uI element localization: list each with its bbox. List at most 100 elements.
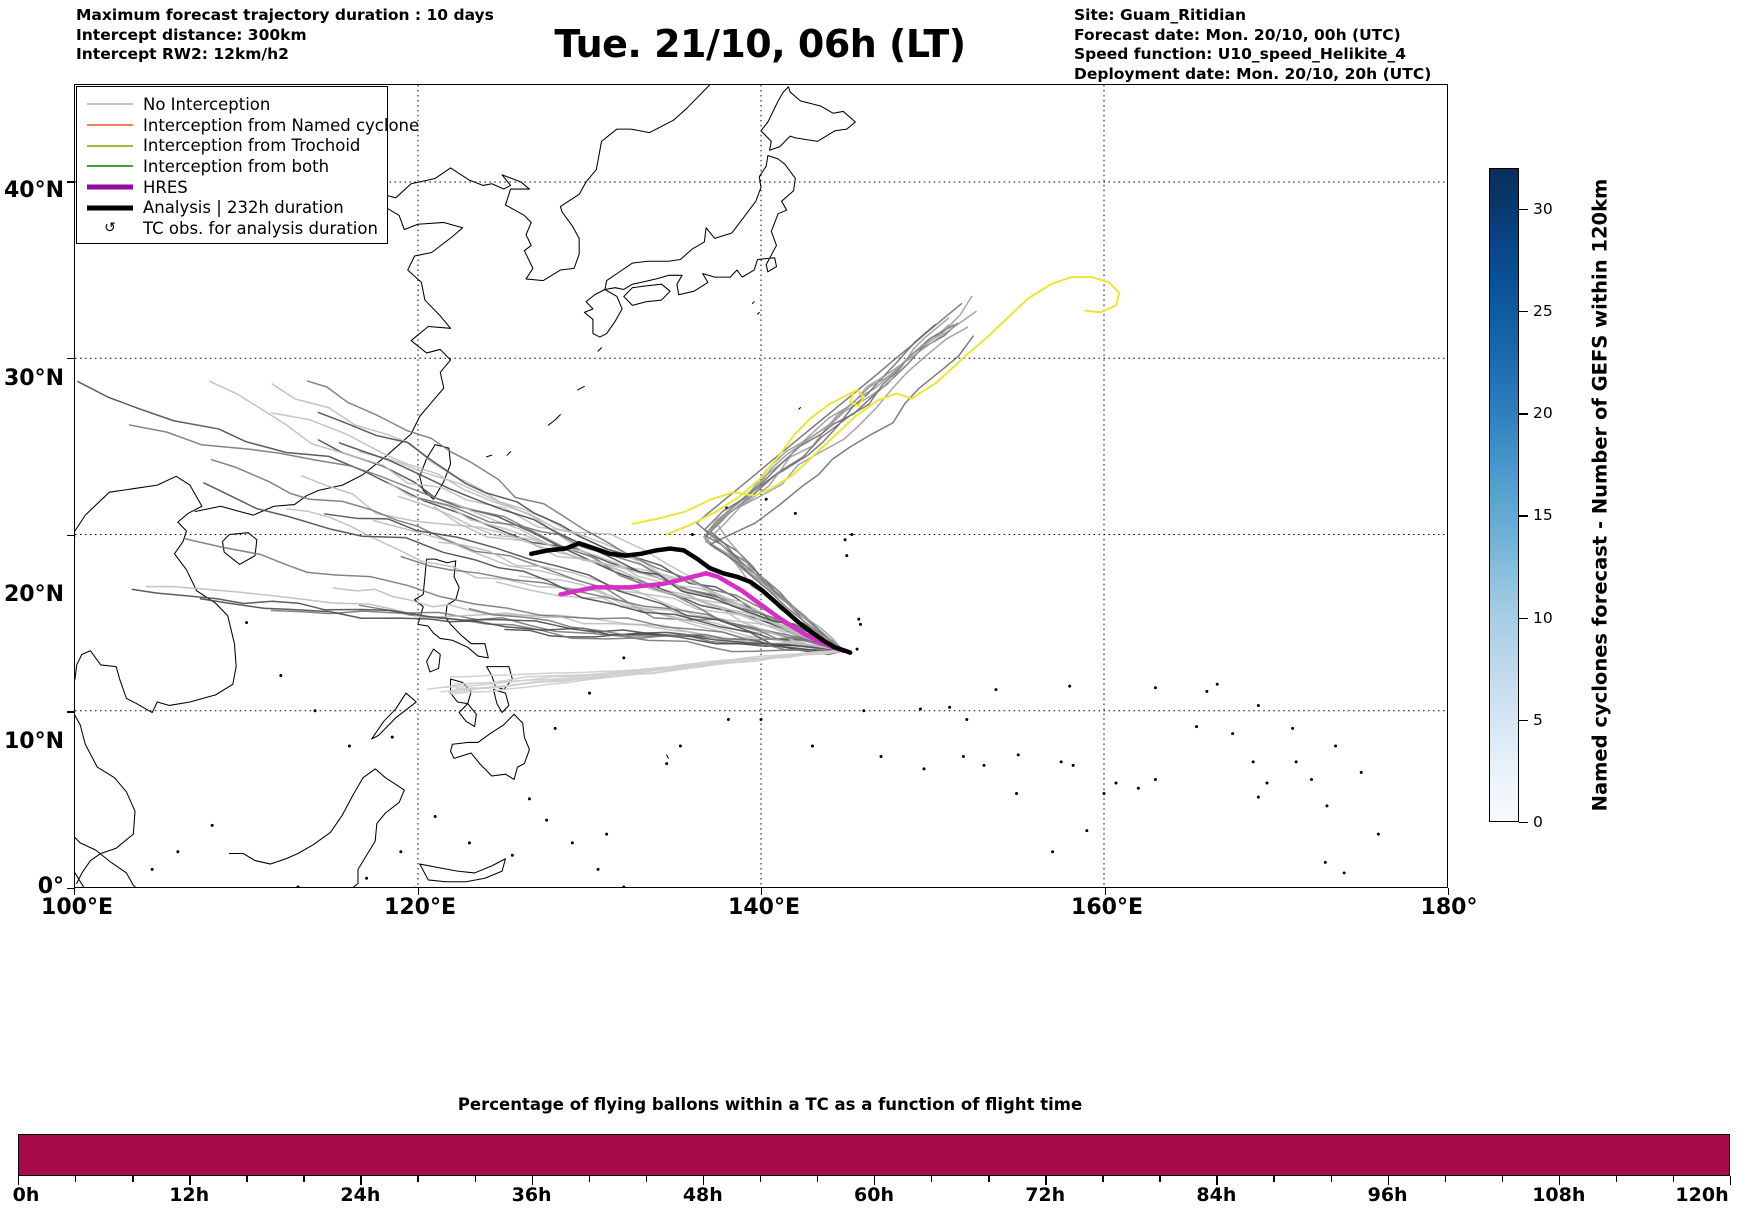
legend-label: HRES [143, 177, 188, 197]
legend-swatch-line-icon [86, 183, 134, 191]
page-title: Tue. 21/10, 06h (LT) [554, 22, 966, 66]
flight-time-tick [132, 1176, 134, 1182]
header-right-line-1: Site: Guam_Ritidian [1074, 6, 1246, 24]
flight-time-tick [417, 1176, 419, 1182]
flight-time-tick [1730, 1176, 1732, 1185]
legend-item-analysis[interactable]: Analysis | 232h duration [77, 197, 387, 218]
flight-time-tick-label: 36h [511, 1184, 552, 1206]
map-xtick-label-120E: 120°E [384, 895, 456, 920]
colorbar-tick [1519, 413, 1528, 415]
colorbar-tick-label: 20 [1533, 404, 1553, 423]
colorbar-label-text: Named cyclones forecast - Number of GEFS… [1588, 178, 1612, 812]
flight-time-tick [1216, 1176, 1218, 1185]
flight-time-tick [474, 1176, 476, 1182]
flight-time-tick [1387, 1176, 1389, 1185]
trajectory-tracks [77, 276, 1121, 695]
flight-time-tick [1558, 1176, 1561, 1185]
flight-time-tick-label: 120h [1675, 1184, 1729, 1206]
colorbar-tick-label: 15 [1533, 506, 1553, 525]
legend-item-named-cyclone[interactable]: Interception from Named cyclone [77, 115, 419, 136]
flight-time-tick [1102, 1176, 1104, 1182]
colorbar-tick-label: 25 [1533, 302, 1553, 321]
colorbar-tick-label: 10 [1533, 608, 1553, 627]
flight-time-tick-label: 60h [854, 1184, 894, 1206]
flight-time-tick-label: 96h [1367, 1184, 1408, 1206]
flight-time-tick-label: 24h [340, 1184, 381, 1206]
map-ytick-label-20: 20°N [3, 582, 64, 607]
legend-item-tc-obs[interactable]: ↺ TC obs. for analysis duration [77, 218, 387, 239]
flight-time-tick [588, 1176, 591, 1182]
colorbar-tick [1519, 515, 1528, 517]
colorbar-tick-label: 30 [1533, 199, 1553, 218]
flight-time-tick-label: 108h [1532, 1184, 1586, 1206]
flight-time-tick [360, 1176, 362, 1185]
flight-time-tick-label: 0h [12, 1184, 40, 1206]
flight-time-tick [1330, 1176, 1332, 1182]
header-left-line-3: Intercept RW2: 12km/h2 [76, 45, 289, 63]
map-ytick-label-10: 10°N [3, 729, 64, 754]
map-ytick-mark [67, 534, 74, 536]
map-ytick-label-40: 40°N [3, 178, 64, 203]
cyclone-marker-icon: ↺ [86, 221, 134, 235]
colorbar-tick [1519, 208, 1528, 211]
flight-time-tick [531, 1176, 533, 1185]
coastlines [75, 85, 1380, 887]
legend-label: No Interception [143, 94, 271, 114]
map-ytick-label-0: 0° [37, 874, 64, 899]
map-xtick-mark [417, 888, 419, 895]
map-canvas [75, 85, 1447, 887]
flight-time-tick [1501, 1176, 1504, 1182]
legend-swatch-line-icon [86, 162, 134, 170]
header-left-info: Maximum forecast trajectory duration : 1… [76, 6, 494, 65]
flight-time-tick-label: 12h [169, 1184, 210, 1206]
header-left-line-1: Maximum forecast trajectory duration : 1… [76, 6, 494, 24]
bottom-bar-title: Percentage of flying ballons within a TC… [457, 1095, 1083, 1114]
flight-time-tick [931, 1176, 933, 1182]
map-legend[interactable]: No Interception Interception from Named … [76, 86, 419, 244]
colorbar[interactable]: 0 5 10 15 20 25 30 [1489, 168, 1553, 831]
map-xtick-mark [1448, 888, 1450, 895]
legend-label: Interception from Trochoid [143, 136, 361, 156]
map-ytick-mark [67, 181, 74, 183]
header-right-line-3: Speed function: U10_speed_Helikite_4 [1074, 45, 1407, 63]
map-xtick-label-180: 180° [1420, 895, 1478, 920]
flight-time-tick [18, 1176, 20, 1185]
flight-time-tick-label: 84h [1196, 1184, 1237, 1206]
header-right-line-4: Deployment date: Mon. 20/10, 20h (UTC) [1074, 64, 1432, 83]
flight-time-tick [759, 1176, 762, 1182]
flight-time-tick [874, 1176, 876, 1185]
map-xtick-mark [1104, 888, 1106, 895]
legend-item-both[interactable]: Interception from both [77, 156, 387, 177]
legend-label: TC obs. for analysis duration [143, 218, 378, 238]
legend-label: Interception from Named cyclone [143, 115, 420, 135]
flight-time-tick [1273, 1176, 1275, 1182]
flight-time-tick [1444, 1176, 1447, 1182]
flight-time-bar-axis[interactable] [18, 1134, 1730, 1176]
colorbar-tick [1519, 822, 1528, 824]
flight-time-tick [702, 1176, 705, 1185]
legend-item-hres[interactable]: HRES [77, 177, 387, 198]
flight-time-tick [816, 1176, 819, 1182]
flight-time-tick [303, 1176, 305, 1182]
header-left-line-2: Intercept distance: 300km [76, 25, 307, 44]
flight-time-tick-label: 72h [1025, 1184, 1066, 1206]
legend-item-trochoid[interactable]: Interception from Trochoid [77, 135, 387, 156]
cyclone-glyph: ↺ [104, 220, 116, 237]
flight-time-tick [1615, 1176, 1618, 1182]
flight-time-tick [645, 1176, 648, 1182]
map-ytick-mark [67, 888, 74, 890]
flight-time-tick [75, 1176, 77, 1182]
header-right-line-2: Forecast date: Mon. 20/10, 00h (UTC) [1074, 25, 1401, 44]
colorbar-tick-label: 5 [1533, 710, 1543, 729]
map-xtick-mark [761, 888, 763, 895]
flight-time-tick [1045, 1176, 1047, 1185]
flight-time-tick-label: 48h [682, 1184, 723, 1206]
flight-time-tick [246, 1176, 248, 1182]
map-xtick-label-100E: 100°E [41, 895, 113, 920]
colorbar-gradient [1489, 168, 1519, 822]
map-ytick-label-30: 30°N [3, 366, 64, 391]
legend-item-no-interception[interactable]: No Interception [77, 94, 387, 115]
colorbar-tick [1519, 719, 1528, 722]
colorbar-tick-label: 0 [1533, 813, 1543, 831]
flight-time-bar-fill [19, 1135, 1729, 1175]
